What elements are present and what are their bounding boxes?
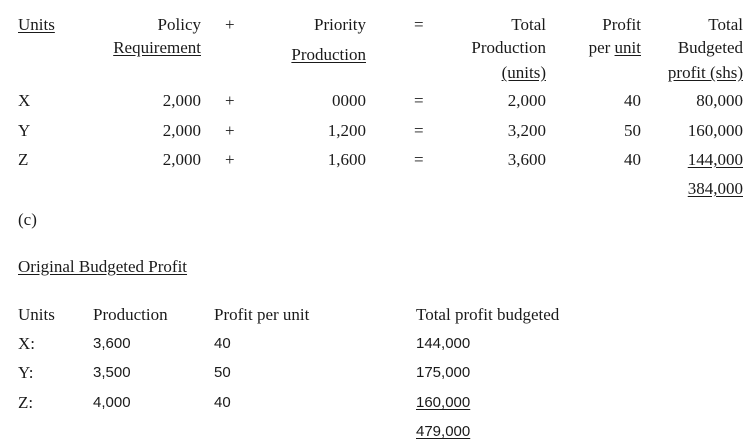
budget: 144,000 <box>687 150 743 169</box>
total: 144,000 <box>416 335 471 352</box>
unit: Y <box>18 121 31 140</box>
header-requirement: Requirement <box>113 38 201 57</box>
unit: X: <box>18 334 35 353</box>
plus: + <box>225 121 235 140</box>
equals: = <box>414 150 424 169</box>
header-per-unit: per unit <box>589 38 641 58</box>
header-profit: Profit <box>602 15 641 34</box>
plus: + <box>225 91 235 110</box>
header-total-budget: Total <box>708 15 743 34</box>
header-production: Production <box>291 45 366 64</box>
total: 160,000 <box>416 394 471 411</box>
total: 2,000 <box>507 91 546 110</box>
equals: = <box>414 121 424 140</box>
unit: Z: <box>18 393 34 412</box>
profit: 50 <box>624 121 641 140</box>
priority: 0000 <box>332 91 366 110</box>
policy: 2,000 <box>162 121 201 140</box>
profit: 40 <box>624 91 641 110</box>
t2-header-production: Production <box>93 305 168 324</box>
unit: Y: <box>18 363 34 382</box>
policy: 2,000 <box>162 150 201 169</box>
profit: 40 <box>624 150 641 169</box>
unit: X <box>18 91 31 110</box>
table1-grand-total: 384,000 <box>687 179 743 198</box>
header-budgeted: Budgeted <box>677 38 743 57</box>
production: 3,600 <box>93 335 131 352</box>
budget: 160,000 <box>687 121 743 140</box>
profit: 50 <box>214 364 231 381</box>
t2-header-units: Units <box>18 305 55 324</box>
header-policy: Policy <box>157 15 201 34</box>
total: 3,600 <box>507 150 546 169</box>
section-label: (c) <box>18 210 37 229</box>
total: 3,200 <box>507 121 546 140</box>
priority: 1,600 <box>327 150 366 169</box>
header-per: per <box>588 38 615 57</box>
header-profit-shs: profit (shs) <box>667 63 743 82</box>
t2-header-profit: Profit per unit <box>214 305 310 324</box>
budget: 80,000 <box>696 91 743 110</box>
header-units-paren: (units) <box>501 63 546 82</box>
production: 4,000 <box>93 394 131 411</box>
priority: 1,200 <box>327 121 366 140</box>
header-total: Total <box>511 15 546 34</box>
profit: 40 <box>214 335 231 352</box>
t2-header-total: Total profit budgeted <box>416 305 560 324</box>
equals: = <box>414 91 424 110</box>
header-equals: = <box>414 15 424 34</box>
header-units: Units <box>18 15 55 34</box>
production: 3,500 <box>93 364 131 381</box>
section-title: Original Budgeted Profit <box>18 257 188 276</box>
header-priority: Priority <box>314 15 366 34</box>
table2-grand-total: 479,000 <box>416 423 471 440</box>
header-plus: + <box>225 15 235 34</box>
unit: Z <box>18 150 29 169</box>
total: 175,000 <box>416 364 471 381</box>
plus: + <box>225 150 235 169</box>
header-total-production: Production <box>471 38 546 57</box>
policy: 2,000 <box>162 91 201 110</box>
header-unit: unit <box>614 38 641 57</box>
profit: 40 <box>214 394 231 411</box>
